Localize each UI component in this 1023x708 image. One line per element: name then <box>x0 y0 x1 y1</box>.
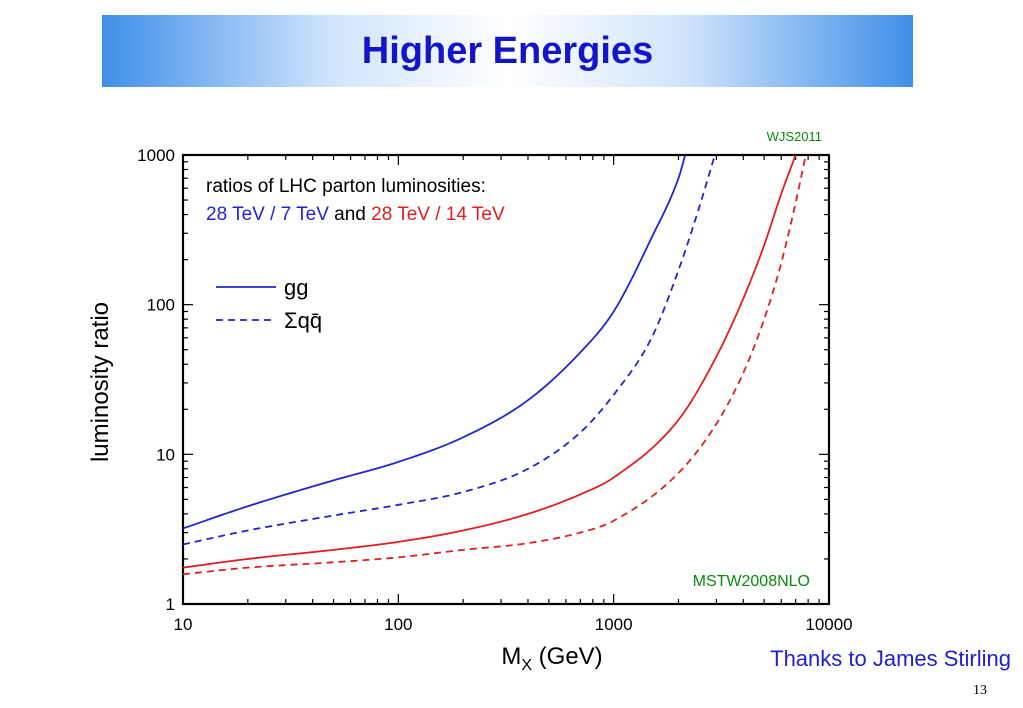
series-line-4 <box>183 155 807 576</box>
plot-frame <box>181 153 831 606</box>
annotation-ratio-14tev: 28 TeV / 14 TeV <box>371 204 505 225</box>
annotation-line-2: 28 TeV / 7 TeV and 28 TeV / 14 TeV <box>206 204 505 225</box>
x-tick-label: 10000 <box>805 615 852 634</box>
y-axis-label: luminosity ratio <box>87 302 114 462</box>
title-banner: Higher Energies <box>102 15 913 87</box>
x-tick-label: 100 <box>384 615 412 634</box>
annotation-ratio-7tev: 28 TeV / 7 TeV <box>206 204 329 225</box>
series-line-2 <box>183 155 716 546</box>
y-tick-label: 10 <box>156 445 175 464</box>
y-tick-label: 100 <box>147 296 175 315</box>
x-axis-label: MX (GeV) <box>501 643 602 674</box>
annotation-and: and <box>329 204 371 225</box>
legend-label-solid: gg <box>284 275 308 300</box>
x-tick-label: 1000 <box>595 615 633 634</box>
x-axis-label-subscript: X <box>521 657 532 674</box>
x-tick-label: 10 <box>174 615 193 634</box>
x-axis-label-units: (GeV) <box>532 643 603 670</box>
series-line-3 <box>183 155 797 569</box>
slide-title: Higher Energies <box>361 29 654 72</box>
legend-label-dashed: Σqq̄ <box>284 308 322 333</box>
x-axis-label-main: M <box>501 643 521 670</box>
credit-text: Thanks to James Stirling <box>770 646 1011 671</box>
watermark-wjs: WJS2011 <box>767 129 822 144</box>
annotation-line-1: ratios of LHC parton luminosities: <box>206 176 486 197</box>
series-line-1 <box>183 155 687 530</box>
watermark-mstw: MSTW2008NLO <box>693 573 810 590</box>
page-number: 13 <box>973 683 987 698</box>
y-tick-label: 1 <box>166 595 175 614</box>
y-tick-label: 1000 <box>137 146 175 165</box>
